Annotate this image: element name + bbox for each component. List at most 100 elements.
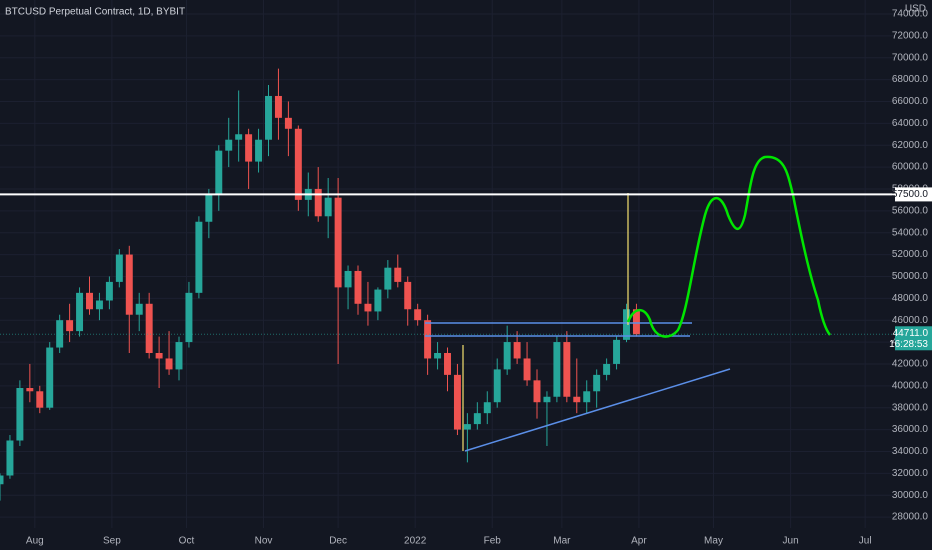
y-tick-label: 74000.0 xyxy=(892,9,929,20)
candle-body xyxy=(195,221,203,293)
currency-label: USD xyxy=(905,4,926,15)
candle-body xyxy=(165,358,173,370)
candle-body xyxy=(344,270,352,288)
candle-body xyxy=(56,320,64,348)
y-tick-label: 42000.0 xyxy=(892,359,929,370)
candle-body xyxy=(125,254,133,315)
x-tick-label: Nov xyxy=(255,536,273,547)
x-tick-label: Feb xyxy=(484,536,502,547)
candle-body xyxy=(623,309,630,340)
candle-body xyxy=(135,303,143,315)
candle-body xyxy=(274,95,282,118)
candle-body xyxy=(513,342,521,359)
candle-body xyxy=(553,342,561,397)
candle-body xyxy=(334,197,342,288)
candle-body xyxy=(6,440,14,476)
candle-body xyxy=(86,292,93,310)
candle-body xyxy=(284,117,292,129)
candle-body xyxy=(324,197,332,217)
candle-body xyxy=(563,342,571,397)
candle-body xyxy=(185,292,193,343)
candle-body xyxy=(593,374,601,392)
candle-body xyxy=(115,254,123,282)
chart-title: BTCUSD Perpetual Contract, 1D, BYBIT xyxy=(5,7,185,18)
candle-body xyxy=(543,396,551,403)
candle-body xyxy=(533,380,541,403)
candle-body xyxy=(414,309,422,321)
candle-body xyxy=(76,292,84,332)
candle-body xyxy=(155,353,163,359)
projection-curve xyxy=(626,155,832,338)
y-tick-label: 34000.0 xyxy=(892,446,929,457)
candle-body xyxy=(424,320,432,359)
y-tick-label: 54000.0 xyxy=(892,227,929,238)
y-tick-label: 66000.0 xyxy=(892,96,929,107)
y-tick-label: 38000.0 xyxy=(892,402,929,413)
candle-body xyxy=(444,353,451,375)
candle-body xyxy=(573,396,581,403)
x-tick-label: Sep xyxy=(103,536,121,547)
countdown-label: 16:28:53 xyxy=(889,339,928,350)
candle-body xyxy=(364,303,372,312)
y-tick-label: 46000.0 xyxy=(892,315,929,326)
candle-body xyxy=(404,281,412,310)
level-label: 57500.0 xyxy=(892,189,929,200)
x-tick-label: 2022 xyxy=(404,536,427,547)
y-tick-label: 36000.0 xyxy=(892,424,929,435)
candle-body xyxy=(0,475,4,485)
candle-body xyxy=(235,134,243,140)
candle-body xyxy=(583,391,591,403)
candle-body xyxy=(175,342,183,370)
y-tick-label: 50000.0 xyxy=(892,271,929,282)
drawings xyxy=(425,155,832,452)
candle-body xyxy=(265,95,272,140)
candle-body xyxy=(434,353,442,359)
x-tick-label: Oct xyxy=(179,536,195,547)
candle-body xyxy=(105,281,113,301)
x-tick-label: Dec xyxy=(329,536,347,547)
y-tick-label: 64000.0 xyxy=(892,118,929,129)
y-tick-label: 30000.0 xyxy=(892,490,929,501)
candle-body xyxy=(145,303,153,353)
y-tick-label: 28000.0 xyxy=(892,512,929,523)
candle-body xyxy=(453,374,461,430)
y-tick-label: 40000.0 xyxy=(892,380,929,391)
candle-body xyxy=(483,402,491,414)
candle-body xyxy=(632,309,640,335)
candle-body xyxy=(384,267,392,290)
candle-body xyxy=(463,424,471,430)
candle-body xyxy=(523,358,531,381)
level-label-box xyxy=(895,187,932,202)
candle-body xyxy=(603,363,611,375)
candle-body xyxy=(245,134,253,162)
candle-body xyxy=(354,270,362,304)
last-price-label: 44711.0 xyxy=(893,328,929,339)
y-tick-label: 62000.0 xyxy=(892,140,929,151)
candle-body xyxy=(613,339,621,364)
x-tick-label: Mar xyxy=(553,536,571,547)
x-tick-label: Jun xyxy=(783,536,799,547)
last-price-box xyxy=(895,326,932,351)
y-tick-label: 52000.0 xyxy=(892,249,929,260)
candle-body xyxy=(294,128,302,200)
candle-body xyxy=(16,388,24,441)
candle-body xyxy=(503,342,511,370)
y-tick-label: 72000.0 xyxy=(892,30,929,41)
candle-body xyxy=(255,139,263,162)
candle-body xyxy=(493,369,501,403)
candle-body xyxy=(26,388,34,392)
grid xyxy=(0,0,895,528)
candle-body xyxy=(46,347,54,408)
y-tick-label: 48000.0 xyxy=(892,293,929,304)
candle-body xyxy=(95,300,103,310)
x-tick-label: Aug xyxy=(26,536,44,547)
x-tick-label: Jul xyxy=(859,536,872,547)
x-tick-label: May xyxy=(704,536,723,547)
candle-body xyxy=(374,289,382,312)
y-tick-label: 32000.0 xyxy=(892,468,929,479)
candle-body xyxy=(225,139,233,151)
candle-body xyxy=(314,188,322,217)
x-tick-label: Apr xyxy=(631,536,647,547)
